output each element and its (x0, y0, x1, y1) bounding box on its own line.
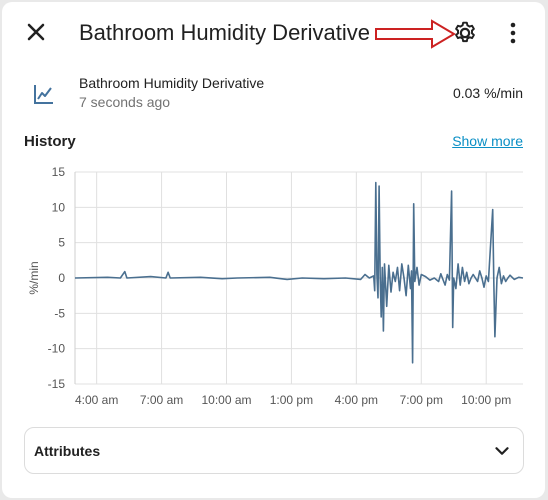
x-tick-label: 4:00 am (75, 393, 118, 407)
annotation-arrow (375, 19, 456, 49)
y-tick-label: -15 (48, 377, 66, 391)
x-tick-label: 1:00 pm (270, 393, 313, 407)
show-more-link[interactable]: Show more (452, 133, 523, 149)
chart-line-icon (34, 85, 53, 104)
attributes-expander[interactable]: Attributes (24, 427, 524, 474)
series-line (74, 181, 524, 364)
y-tick-label: 15 (52, 165, 66, 179)
close-icon (27, 23, 45, 41)
close-button[interactable] (22, 18, 50, 46)
y-axis-title: %/min (27, 261, 41, 294)
entity-last-changed: 7 seconds ago (79, 94, 171, 110)
y-tick-label: 5 (58, 236, 65, 250)
entity-row[interactable]: Bathroom Humidity Derivative 7 seconds a… (2, 68, 545, 116)
dialog-title: Bathroom Humidity Derivative (79, 20, 370, 45)
history-chart[interactable]: 15 10 5 0 -5 -10 -15 4:00 am 7:00 am 10:00 am 1:00… (2, 160, 545, 415)
settings-button[interactable] (452, 20, 478, 46)
y-tick-label: 10 (52, 200, 66, 214)
y-tick-label: -10 (48, 342, 66, 356)
x-tick-label: 4:00 pm (335, 393, 378, 407)
history-title: History (24, 133, 76, 150)
x-tick-label: 7:00 pm (400, 393, 443, 407)
chevron-down-icon (495, 447, 509, 455)
entity-state: 0.03 %/min (452, 85, 523, 101)
attributes-label: Attributes (34, 443, 101, 459)
more-vertical-icon (510, 22, 516, 44)
x-tick-label: 10:00 pm (461, 393, 511, 407)
x-tick-label: 10:00 am (201, 393, 251, 407)
x-tick-label: 7:00 am (140, 393, 183, 407)
more-options-button[interactable] (502, 19, 524, 47)
y-tick-label: 0 (58, 271, 65, 285)
entity-name: Bathroom Humidity Derivative (79, 75, 265, 91)
gear-icon (455, 21, 475, 43)
dialog-header: Bathroom Humidity Derivative (2, 2, 545, 62)
y-tick-label: -5 (54, 306, 65, 320)
